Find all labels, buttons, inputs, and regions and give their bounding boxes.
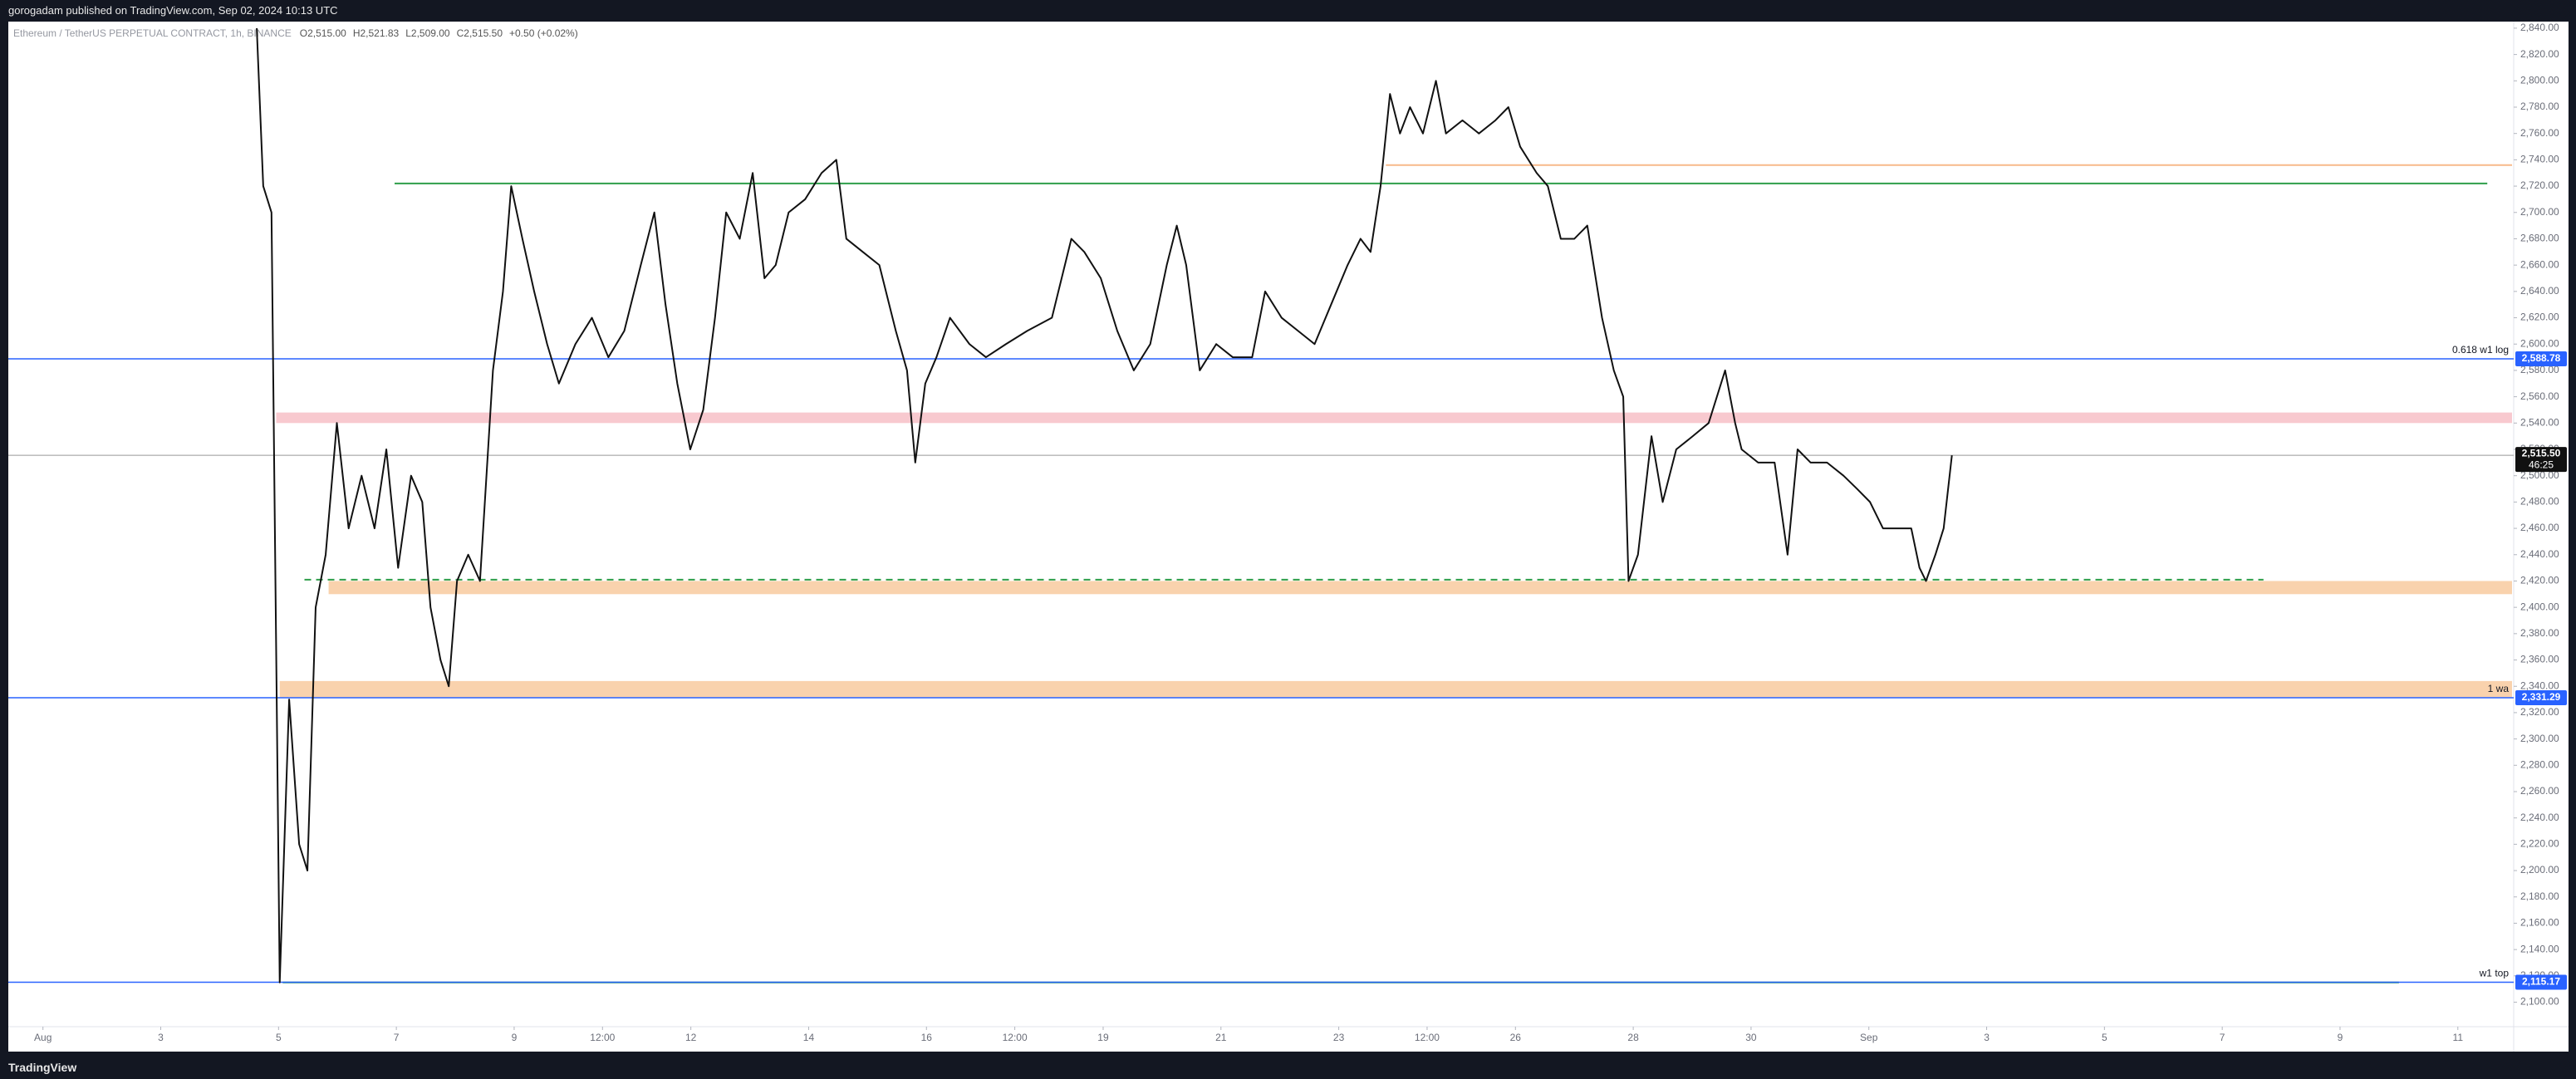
x-tick-label: 28 (1627, 1032, 1639, 1043)
y-tick-label: 2,500.00 (2520, 469, 2559, 481)
y-tick-label: 2,660.00 (2520, 258, 2559, 270)
price-badge (2515, 690, 2567, 706)
y-tick-label: 2,360.00 (2520, 654, 2559, 665)
y-tick-label: 2,420.00 (2520, 575, 2559, 586)
x-tick-label: 11 (2453, 1032, 2464, 1043)
y-tick-label: 2,160.00 (2520, 917, 2559, 929)
x-tick-label: 12:00 (1003, 1032, 1028, 1043)
y-tick-label: 2,380.00 (2520, 627, 2559, 639)
x-tick-label: Aug (34, 1032, 52, 1043)
x-tick-label: 5 (276, 1032, 282, 1043)
symbol: Ethereum / TetherUS PERPETUAL CONTRACT, … (13, 27, 292, 39)
x-tick-label: 30 (1745, 1032, 1757, 1043)
price-badge-label: 2,331.29 (2522, 691, 2561, 703)
y-tick-label: 2,260.00 (2520, 785, 2559, 797)
x-tick-label: 5 (2102, 1032, 2107, 1043)
zone-band (276, 412, 2513, 424)
x-tick-label: 12 (685, 1032, 697, 1043)
y-tick-label: 2,460.00 (2520, 522, 2559, 533)
x-tick-label: 16 (921, 1032, 933, 1043)
ohlc-value: H2,521.83 (353, 27, 400, 39)
zone-band (328, 581, 2513, 595)
price-badge (2515, 351, 2567, 367)
y-tick-label: 2,540.00 (2520, 416, 2559, 428)
x-tick-label: 7 (2220, 1032, 2225, 1043)
price-badge-label: 2,115.17 (2522, 976, 2560, 988)
x-tick-label: 12:00 (590, 1032, 615, 1043)
price-line-note: 0.618 w1 log (2452, 344, 2509, 356)
zone-band (279, 680, 2512, 699)
ohlc-value: C2,515.50 (457, 27, 503, 39)
last-price-badge (2515, 447, 2567, 473)
y-tick-label: 2,560.00 (2520, 390, 2559, 402)
y-tick-label: 2,800.00 (2520, 74, 2559, 86)
y-tick-label: 2,600.00 (2520, 337, 2559, 349)
x-tick-label: Sep (1860, 1032, 1878, 1043)
y-tick-label: 2,760.00 (2520, 127, 2559, 139)
y-tick-label: 2,240.00 (2520, 812, 2559, 823)
y-tick-label: 2,640.00 (2520, 285, 2559, 297)
last-price-label: 2,515.50 (2522, 447, 2561, 459)
y-tick-label: 2,740.00 (2520, 154, 2559, 165)
x-tick-label: 23 (1333, 1032, 1345, 1043)
y-tick-label: 2,700.00 (2520, 206, 2559, 218)
brand[interactable]: TradingView (8, 1061, 77, 1074)
x-tick-label: 21 (1215, 1032, 1227, 1043)
y-tick-label: 2,140.00 (2520, 943, 2559, 954)
price-badge (2515, 974, 2567, 990)
y-tick-label: 2,580.00 (2520, 364, 2559, 375)
x-tick-label: 9 (512, 1032, 518, 1043)
price-line-series (256, 27, 1953, 983)
x-tick-label: 26 (1510, 1032, 1522, 1043)
y-tick-label: 2,480.00 (2520, 496, 2559, 508)
y-tick-label: 2,780.00 (2520, 101, 2559, 112)
y-tick-label: 2,720.00 (2520, 179, 2559, 191)
x-tick-label: 12:00 (1415, 1032, 1440, 1043)
price-line-note: w1 top (2479, 968, 2510, 979)
y-tick-label: 2,680.00 (2520, 233, 2559, 244)
x-tick-label: 19 (1097, 1032, 1109, 1043)
y-tick-label: 2,840.00 (2520, 22, 2559, 33)
chart-panel (8, 22, 2569, 1052)
y-tick-label: 2,820.00 (2520, 48, 2559, 60)
y-tick-label: 2,220.00 (2520, 838, 2559, 850)
x-tick-label: 3 (1984, 1032, 1990, 1043)
ohlc-value: +0.50 (+0.02%) (509, 27, 578, 39)
y-tick-label: 2,620.00 (2520, 311, 2559, 323)
ohlc-value: O2,515.00 (300, 27, 346, 39)
price-badge-label: 2,588.78 (2522, 352, 2561, 364)
x-tick-label: 3 (158, 1032, 164, 1043)
x-tick-label: 9 (2338, 1032, 2343, 1043)
y-tick-label: 2,200.00 (2520, 864, 2559, 875)
countdown: 46:25 (2529, 459, 2554, 470)
price-line-note: 1 wa (2488, 683, 2510, 694)
y-tick-label: 2,100.00 (2520, 996, 2559, 1008)
x-tick-label: 14 (803, 1032, 815, 1043)
y-tick-label: 2,440.00 (2520, 548, 2559, 560)
y-tick-label: 2,320.00 (2520, 706, 2559, 718)
y-tick-label: 2,180.00 (2520, 890, 2559, 902)
y-tick-label: 2,300.00 (2520, 733, 2559, 744)
y-tick-label: 2,400.00 (2520, 601, 2559, 612)
y-tick-label: 2,280.00 (2520, 758, 2559, 770)
y-tick-label: 2,340.00 (2520, 679, 2559, 691)
ohlc-value: L2,509.00 (405, 27, 450, 39)
x-tick-label: 7 (394, 1032, 400, 1043)
publisher: gorogadam published on TradingView.com, … (8, 4, 338, 17)
